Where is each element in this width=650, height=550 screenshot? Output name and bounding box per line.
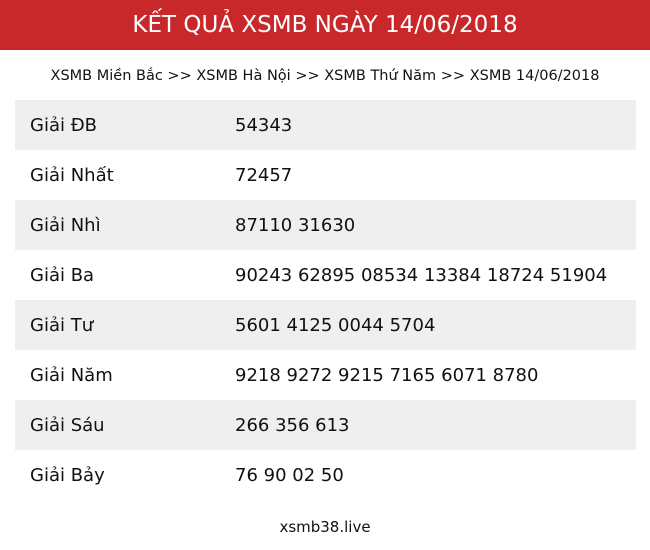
- breadcrumb-separator: >>: [295, 68, 320, 84]
- table-row: Giải Ba 90243 62895 08534 13384 18724 519…: [15, 250, 636, 300]
- table-row: Giải Bảy 76 90 02 50: [15, 450, 636, 500]
- prize-value: 9218 9272 9215 7165 6071 8780: [235, 364, 539, 386]
- prize-value: 90243 62895 08534 13384 18724 51904: [235, 264, 608, 286]
- table-row: Giải Sáu 266 356 613: [15, 400, 636, 450]
- prize-value: 266 356 613: [235, 414, 350, 436]
- table-row: Giải Năm 9218 9272 9215 7165 6071 8780: [15, 350, 636, 400]
- table-row: Giải Tư 5601 4125 0044 5704: [15, 300, 636, 350]
- breadcrumb-separator: >>: [167, 68, 192, 84]
- prize-value: 72457: [235, 164, 293, 186]
- page-title: KẾT QUẢ XSMB NGÀY 14/06/2018: [0, 0, 650, 50]
- breadcrumb-separator: >>: [440, 68, 466, 84]
- prize-label: Giải Năm: [30, 364, 113, 386]
- breadcrumb-link-ha-noi[interactable]: XSMB Hà Nội: [196, 68, 291, 84]
- table-row: Giải Nhất 72457: [15, 150, 636, 200]
- prize-value: 54343: [235, 114, 293, 136]
- breadcrumb: XSMB Miền Bắc >> XSMB Hà Nội >> XSMB Thứ…: [0, 66, 650, 86]
- breadcrumb-link-date[interactable]: XSMB 14/06/2018: [469, 68, 600, 84]
- breadcrumb-link-thu-nam[interactable]: XSMB Thứ Năm: [324, 68, 437, 84]
- table-row: Giải ĐB 54343: [15, 100, 636, 150]
- results-table: Giải ĐB 54343 Giải Nhất 72457 Giải Nhì 8711…: [15, 100, 636, 500]
- footer-site-link[interactable]: xsmb38.live: [279, 518, 371, 536]
- prize-label: Giải Tư: [30, 314, 94, 336]
- breadcrumb-link-mien-bac[interactable]: XSMB Miền Bắc: [50, 68, 163, 84]
- prize-label: Giải Ba: [30, 264, 95, 286]
- prize-label: Giải ĐB: [30, 114, 97, 136]
- prize-label: Giải Sáu: [30, 414, 105, 436]
- prize-value: 5601 4125 0044 5704: [235, 314, 436, 336]
- prize-value: 76 90 02 50: [235, 464, 344, 486]
- table-row: Giải Nhì 87110 31630: [15, 200, 636, 250]
- prize-value: 87110 31630: [235, 214, 356, 236]
- prize-label: Giải Bảy: [30, 464, 105, 486]
- prize-label: Giải Nhất: [30, 164, 114, 186]
- prize-label: Giải Nhì: [30, 214, 101, 236]
